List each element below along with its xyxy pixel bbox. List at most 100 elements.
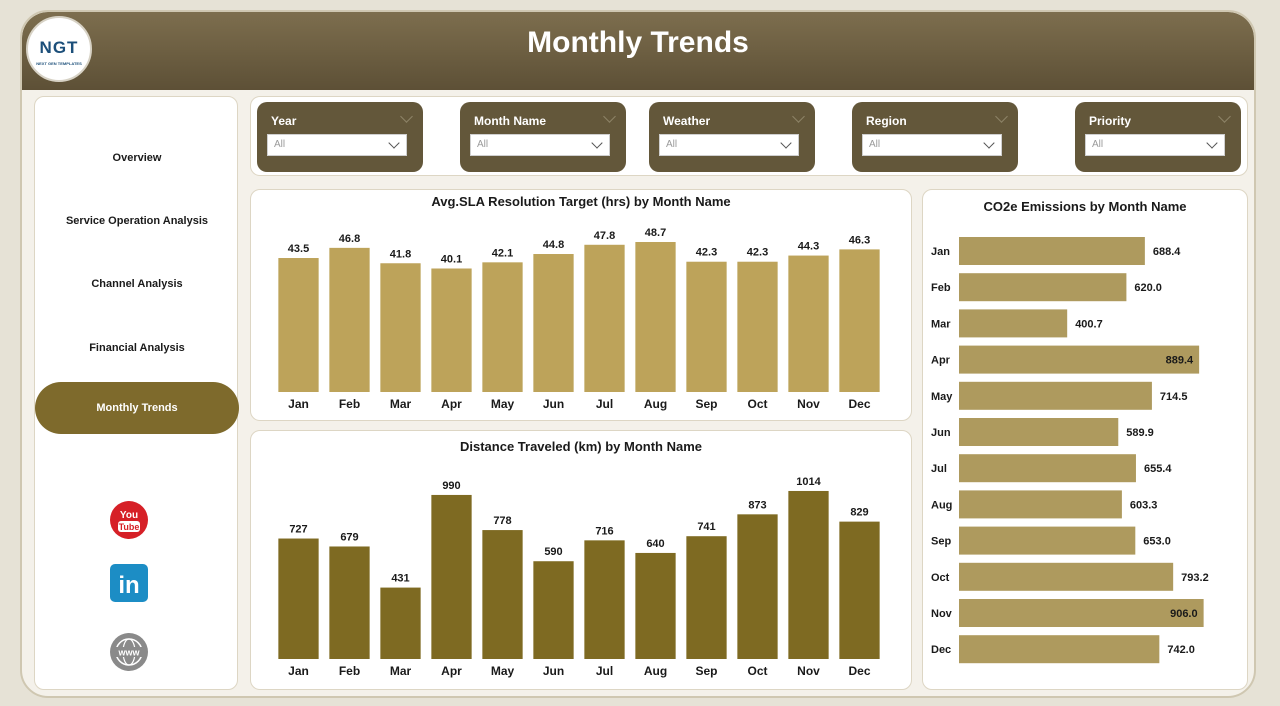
y-tick-label: Apr: [931, 355, 951, 367]
page-title: Monthly Trends: [527, 26, 749, 59]
chevron-down-icon[interactable]: [792, 110, 805, 123]
svg-text:Tube: Tube: [119, 522, 140, 532]
x-tick-label: Apr: [441, 397, 462, 411]
sla-bar-chart: 43.5 Jan 46.8 Feb 41.8 Mar 40.1 Apr 42.1 May 44.8 J…: [278, 227, 880, 411]
data-label: 590: [544, 546, 562, 558]
bar: [959, 526, 1136, 555]
bar: [737, 261, 778, 392]
bar: [431, 494, 472, 659]
x-tick-label: Jul: [596, 664, 613, 678]
x-tick-label: Jan: [288, 397, 309, 411]
data-label: 43.5: [288, 243, 309, 255]
distance-chart-card: Distance Traveled (km) by Month Name 727…: [250, 430, 912, 690]
chart-title: Avg.SLA Resolution Target (hrs) by Month…: [431, 194, 731, 209]
y-tick-label: Sep: [931, 536, 951, 548]
data-label: 906.0: [1170, 608, 1198, 620]
data-label: 48.7: [645, 227, 666, 239]
bar: [959, 418, 1119, 446]
data-label: 41.8: [390, 248, 411, 260]
filter-month-name: Month Name All: [460, 102, 626, 172]
x-tick-label: Dec: [848, 397, 870, 411]
x-tick-label: Sep: [695, 664, 717, 678]
x-tick-label: Mar: [390, 397, 412, 411]
bar: [788, 490, 829, 659]
x-tick-label: Apr: [441, 664, 462, 678]
sidebar-item-monthly-trends[interactable]: Monthly Trends: [35, 382, 239, 434]
sidebar-item-financial-analysis[interactable]: Financial Analysis: [89, 342, 185, 354]
data-label: 716: [595, 525, 613, 537]
chevron-down-icon: [388, 137, 400, 149]
chevron-down-icon[interactable]: [995, 110, 1008, 123]
bar: [959, 381, 1152, 410]
data-label: 640: [646, 538, 664, 550]
bar: [959, 635, 1160, 664]
data-label: 741: [697, 521, 715, 533]
logo: NGT NEXT GEN TEMPLATES: [26, 16, 92, 82]
filter-weather-label: Weather: [663, 114, 711, 128]
data-label: 778: [493, 515, 511, 527]
x-tick-label: Feb: [339, 664, 360, 678]
data-label: 589.9: [1126, 427, 1154, 439]
sidebar-item-channel-analysis[interactable]: Channel Analysis: [91, 278, 183, 290]
data-label: 46.3: [849, 234, 870, 246]
filter-year-label: Year: [271, 114, 297, 128]
youtube-icon[interactable]: You Tube: [109, 500, 149, 540]
filter-priority-value: All: [1092, 139, 1104, 150]
co2-chart-card: CO2e Emissions by Month Name Jan 688.4 Feb…: [922, 189, 1248, 690]
chart-title: Distance Traveled (km) by Month Name: [459, 439, 702, 454]
filter-bar: Year All Month Name All Weather All Re: [250, 96, 1248, 176]
x-tick-label: Jun: [543, 397, 564, 411]
chevron-down-icon[interactable]: [603, 110, 616, 123]
data-label: 742.0: [1167, 644, 1195, 656]
filter-weather-dropdown[interactable]: All: [659, 134, 799, 156]
filter-year-value: All: [274, 139, 286, 150]
y-tick-label: Aug: [931, 499, 952, 511]
bar: [431, 268, 472, 392]
bar: [839, 249, 880, 392]
data-label: 1014: [796, 476, 821, 488]
y-tick-label: Feb: [931, 282, 951, 294]
x-tick-label: Jun: [543, 664, 564, 678]
x-tick-label: Aug: [644, 397, 667, 411]
data-label: 655.4: [1144, 463, 1172, 475]
filter-year-dropdown[interactable]: All: [267, 134, 407, 156]
data-label: 603.3: [1130, 499, 1158, 511]
data-label: 46.8: [339, 233, 360, 245]
bar: [278, 258, 319, 392]
chevron-down-icon: [780, 137, 792, 149]
filter-weather-value: All: [666, 139, 678, 150]
sidebar: Overview Service Operation Analysis Chan…: [34, 96, 239, 690]
data-label: 889.4: [1166, 355, 1194, 367]
bar: [686, 261, 727, 392]
filter-region-dropdown[interactable]: All: [862, 134, 1002, 156]
chevron-down-icon[interactable]: [1218, 110, 1231, 123]
y-tick-label: May: [931, 391, 953, 403]
svg-text:You: You: [120, 510, 138, 521]
bar: [329, 546, 370, 659]
x-tick-label: Dec: [848, 664, 870, 678]
y-tick-label: Mar: [931, 318, 951, 330]
bar: [635, 242, 676, 392]
data-label: 714.5: [1160, 391, 1188, 403]
x-tick-label: Aug: [644, 664, 667, 678]
filter-priority: Priority All: [1075, 102, 1241, 172]
bar: [959, 345, 1200, 374]
bar: [584, 540, 625, 659]
bar: [788, 255, 829, 392]
filter-month-name-dropdown[interactable]: All: [470, 134, 610, 156]
bar: [635, 552, 676, 659]
linkedin-icon[interactable]: in: [109, 563, 149, 603]
data-label: 40.1: [441, 253, 462, 265]
x-tick-label: Oct: [747, 664, 767, 678]
distance-bar-chart: 727 Jan 679 Feb 431 Mar 990 Apr 778 May 590 Jun 716 J…: [278, 476, 880, 678]
bar: [686, 536, 727, 659]
data-label: 42.1: [492, 247, 513, 259]
globe-icon[interactable]: www: [109, 632, 149, 672]
sidebar-item-service-operation-analysis[interactable]: Service Operation Analysis: [65, 215, 209, 227]
sidebar-item-overview[interactable]: Overview: [112, 152, 162, 164]
bar: [482, 262, 523, 392]
chevron-down-icon[interactable]: [400, 110, 413, 123]
filter-priority-dropdown[interactable]: All: [1085, 134, 1225, 156]
svg-text:in: in: [118, 572, 139, 599]
bar: [482, 530, 523, 659]
